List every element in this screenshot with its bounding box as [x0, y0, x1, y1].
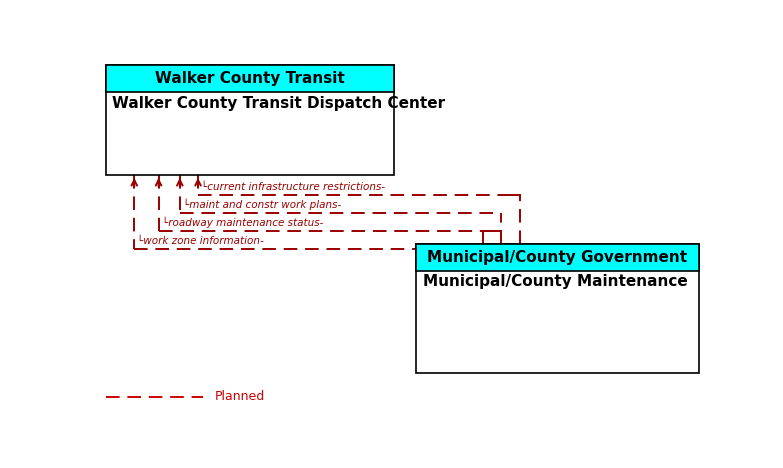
Text: Municipal/County Government: Municipal/County Government	[428, 249, 687, 264]
Text: └roadway maintenance status-: └roadway maintenance status-	[161, 217, 323, 228]
Bar	[106, 65, 394, 92]
Bar	[417, 243, 698, 271]
Text: Walker County Transit Dispatch Center: Walker County Transit Dispatch Center	[112, 96, 445, 111]
Text: Municipal/County Maintenance: Municipal/County Maintenance	[423, 274, 687, 289]
Text: Walker County Transit: Walker County Transit	[155, 71, 345, 86]
Bar	[106, 65, 394, 175]
Text: └work zone information-: └work zone information-	[137, 236, 264, 246]
Bar	[417, 243, 698, 373]
Text: └current infrastructure restrictions-: └current infrastructure restrictions-	[201, 182, 385, 192]
Text: Planned: Planned	[215, 390, 265, 403]
Text: └maint and constr work plans-: └maint and constr work plans-	[183, 198, 341, 210]
